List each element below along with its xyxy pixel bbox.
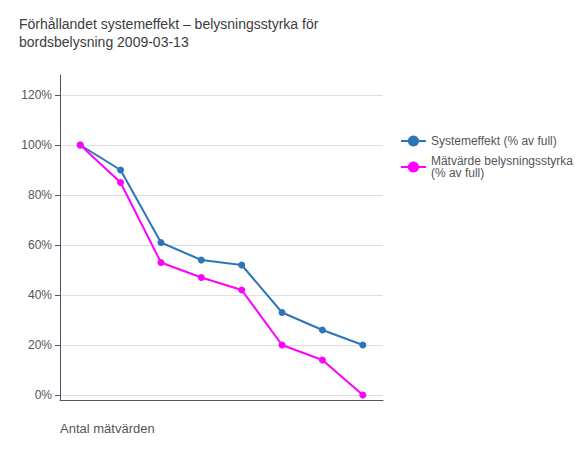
svg-text:Mätvärde belysningsstyrka: Mätvärde belysningsstyrka — [430, 154, 573, 168]
svg-text:bordsbelysning 2009-03-13: bordsbelysning 2009-03-13 — [19, 34, 189, 50]
svg-text:Systemeffekt (% av full): Systemeffekt (% av full) — [431, 134, 557, 148]
svg-text:100%: 100% — [21, 138, 52, 152]
svg-text:(% av full): (% av full) — [431, 166, 484, 180]
svg-text:60%: 60% — [28, 238, 52, 252]
svg-text:0%: 0% — [35, 388, 53, 402]
svg-text:Antal mätvärden: Antal mätvärden — [60, 421, 155, 436]
svg-text:120%: 120% — [21, 88, 52, 102]
svg-text:20%: 20% — [28, 338, 52, 352]
svg-text:80%: 80% — [28, 188, 52, 202]
svg-text:Förhållandet systemeffekt – be: Förhållandet systemeffekt – belysningsst… — [19, 16, 319, 32]
svg-text:40%: 40% — [28, 288, 52, 302]
